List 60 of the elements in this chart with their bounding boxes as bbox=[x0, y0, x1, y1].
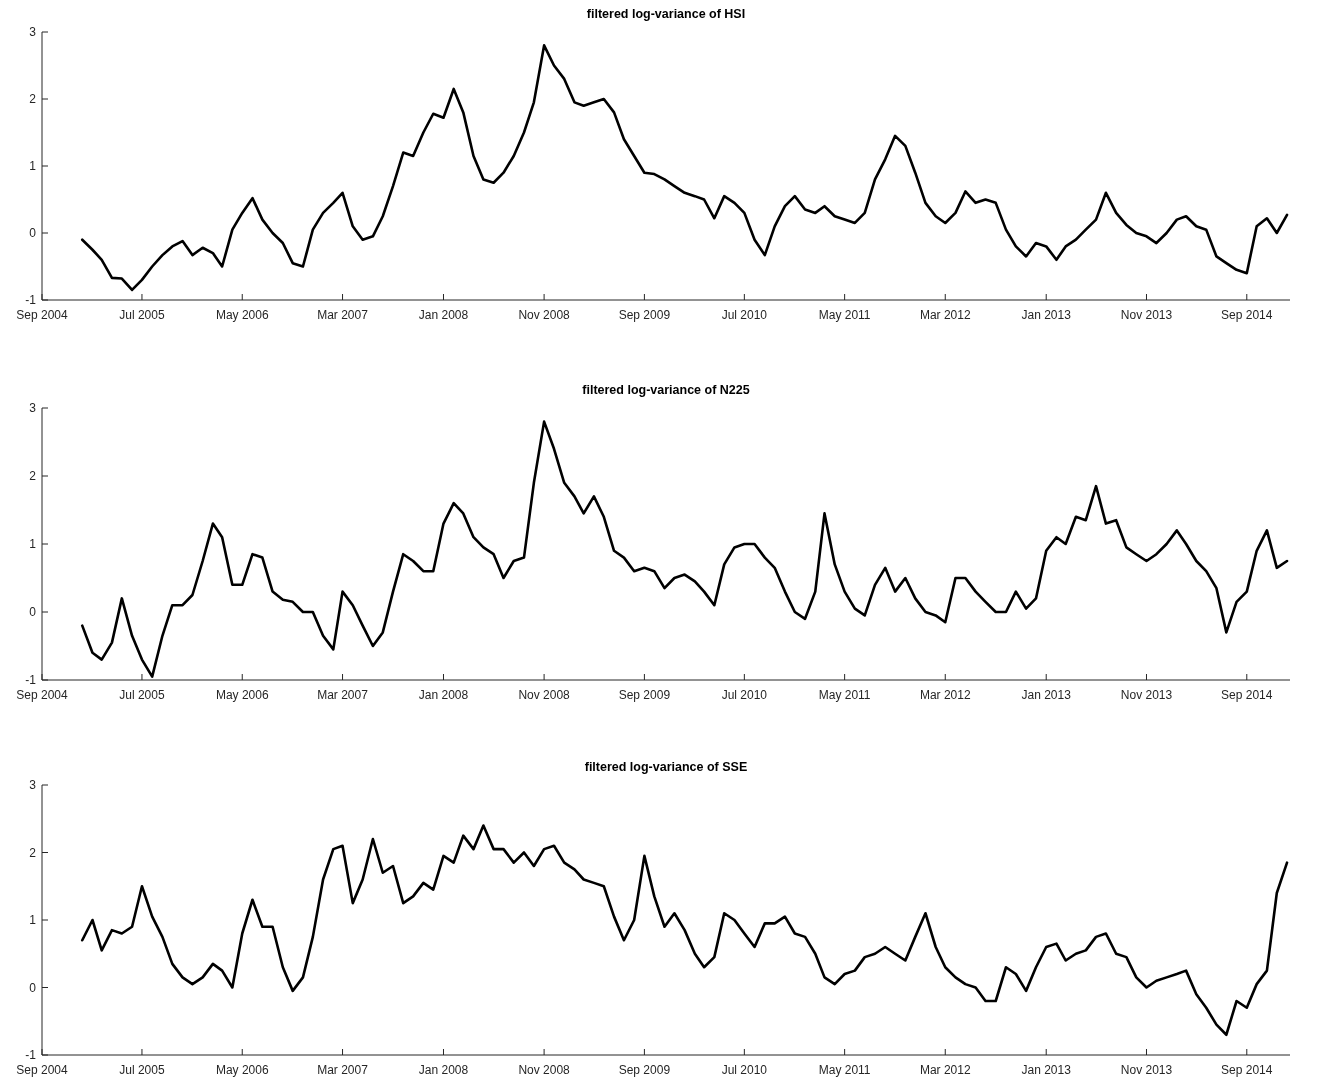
line-series bbox=[80, 824, 1289, 1037]
y-tick-label: 0 bbox=[29, 226, 37, 241]
y-tick-label: -1 bbox=[25, 1048, 37, 1063]
y-tick-label: -1 bbox=[25, 673, 37, 688]
x-tick-label: Mar 2012 bbox=[919, 308, 971, 322]
y-tick-label: 0 bbox=[29, 980, 37, 995]
x-tick-label: Sep 2004 bbox=[16, 1063, 69, 1077]
x-tick-label: Jul 2005 bbox=[119, 308, 165, 322]
chart-title: filtered log-variance of SSE bbox=[584, 760, 748, 774]
x-tick-label: May 2006 bbox=[215, 1063, 269, 1077]
x-tick-label: May 2006 bbox=[215, 688, 269, 702]
x-tick-label: Sep 2009 bbox=[618, 688, 671, 702]
x-tick-label: Sep 2014 bbox=[1221, 1063, 1273, 1077]
y-tick-label: 2 bbox=[29, 845, 37, 860]
y-tick-label: -1 bbox=[25, 293, 37, 308]
x-tick-label: Sep 2014 bbox=[1221, 308, 1273, 322]
x-tick-label: Jul 2010 bbox=[721, 688, 768, 702]
x-tick-label: Jan 2013 bbox=[1021, 1063, 1072, 1077]
line-series bbox=[80, 44, 1289, 292]
y-tick-label: 1 bbox=[29, 159, 37, 174]
y-tick-label: 3 bbox=[29, 778, 37, 793]
y-tick-label: 2 bbox=[29, 92, 37, 107]
y-tick-label: 3 bbox=[29, 401, 37, 416]
x-tick-label: Mar 2012 bbox=[919, 1063, 971, 1077]
x-tick-label: Jul 2010 bbox=[721, 1063, 768, 1077]
x-tick-label: Nov 2008 bbox=[518, 308, 571, 322]
x-tick-label: Nov 2008 bbox=[518, 688, 571, 702]
x-tick-label: Jan 2008 bbox=[418, 688, 469, 702]
x-tick-label: Mar 2007 bbox=[317, 688, 369, 702]
x-tick-label: Mar 2012 bbox=[919, 688, 971, 702]
x-tick-label: Mar 2007 bbox=[317, 1063, 369, 1077]
x-tick-label: Sep 2009 bbox=[618, 308, 671, 322]
x-tick-label: Jul 2005 bbox=[119, 688, 165, 702]
x-tick-label: May 2011 bbox=[818, 308, 871, 322]
x-tick-label: Nov 2008 bbox=[518, 1063, 571, 1077]
x-tick-label: Jan 2013 bbox=[1021, 308, 1072, 322]
x-tick-label: Sep 2014 bbox=[1221, 688, 1273, 702]
line-series bbox=[80, 420, 1289, 678]
x-tick-label: May 2011 bbox=[818, 1063, 871, 1077]
x-tick-label: Mar 2007 bbox=[317, 308, 369, 322]
x-tick-label: Nov 2013 bbox=[1120, 1063, 1173, 1077]
x-tick-label: Jan 2008 bbox=[418, 308, 469, 322]
x-tick-label: Jan 2013 bbox=[1021, 688, 1072, 702]
x-tick-label: Sep 2009 bbox=[618, 1063, 671, 1077]
chart-title: filtered log-variance of HSI bbox=[586, 7, 746, 21]
chart-title: filtered log-variance of N225 bbox=[582, 383, 750, 397]
x-tick-label: Sep 2004 bbox=[16, 308, 69, 322]
x-tick-label: May 2011 bbox=[818, 688, 871, 702]
x-tick-label: Jul 2010 bbox=[721, 308, 768, 322]
x-tick-label: Jul 2005 bbox=[119, 1063, 165, 1077]
y-tick-label: 1 bbox=[29, 537, 37, 552]
y-tick-label: 0 bbox=[29, 605, 37, 620]
x-tick-label: Jan 2008 bbox=[418, 1063, 469, 1077]
x-tick-label: Sep 2004 bbox=[16, 688, 69, 702]
x-tick-label: Nov 2013 bbox=[1120, 308, 1173, 322]
x-tick-label: May 2006 bbox=[215, 308, 269, 322]
x-tick-label: Nov 2013 bbox=[1120, 688, 1173, 702]
y-tick-label: 3 bbox=[29, 25, 37, 40]
y-tick-label: 2 bbox=[29, 469, 37, 484]
y-tick-label: 1 bbox=[29, 913, 37, 928]
